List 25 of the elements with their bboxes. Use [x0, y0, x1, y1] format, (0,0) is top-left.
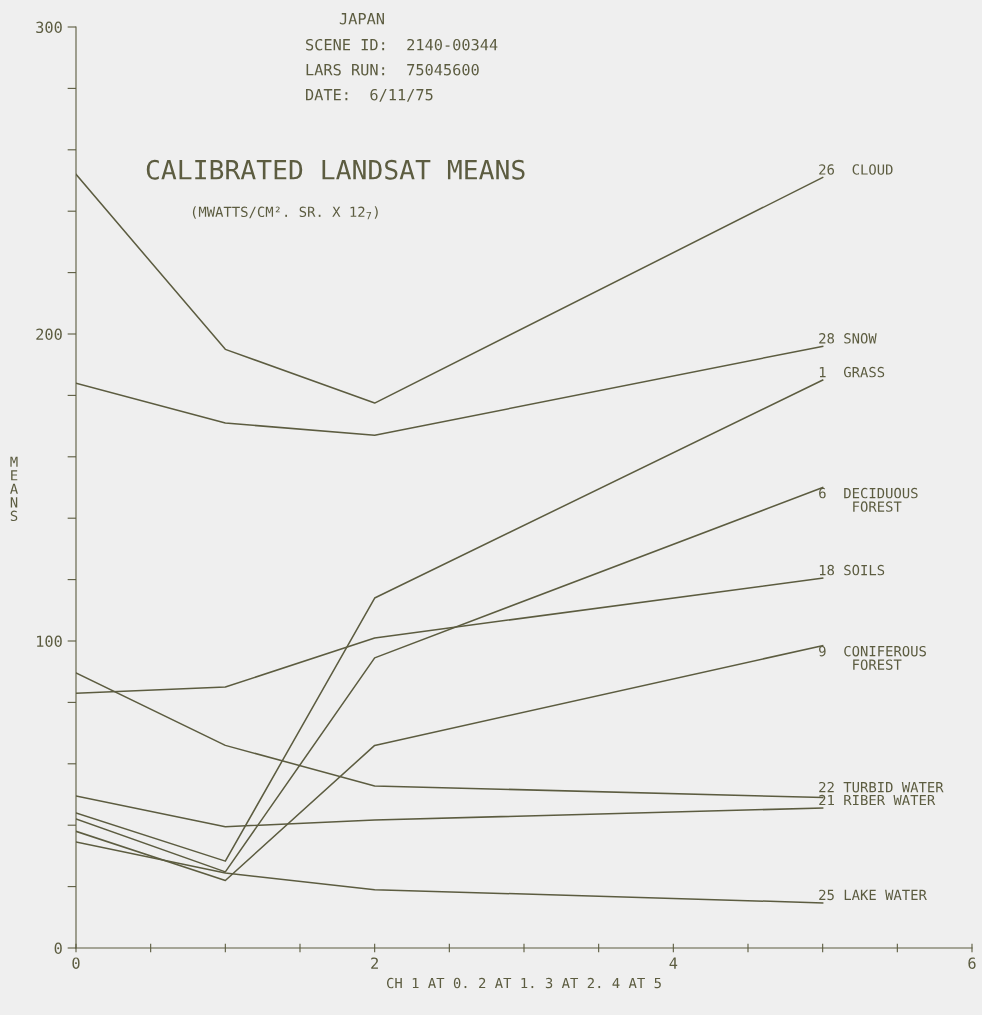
series-label: 18 SOILS [819, 564, 885, 576]
series-label: 9 CONIFEROUS FOREST [819, 645, 926, 670]
annotation: LARS RUN: 75045600 [306, 63, 479, 76]
y-tick-label: 300 [36, 21, 62, 34]
x-tick-label: 0 [72, 957, 80, 969]
y-tick-label: 0 [54, 942, 62, 955]
x-tick-label: 6 [968, 957, 976, 969]
series-label: 25 LAKE WATER [819, 889, 927, 901]
series-label: 22 TURBID WATER [819, 781, 944, 793]
series-label: 6 DECIDUOUS FOREST [819, 487, 918, 512]
x-tick-label: 2 [371, 957, 378, 969]
text: CALIBRATED LANDSAT MEANS [146, 159, 525, 180]
y-axis-title: MEANS [10, 456, 18, 522]
x-tick-label: 4 [669, 957, 678, 969]
annotation: DATE: 6/11/75 [306, 88, 433, 102]
x-axis-title: CH 1 AT 0. 2 AT 1. 3 AT 2. 4 AT 5 [386, 977, 661, 989]
series-label: 28 SNOW [819, 333, 877, 344]
text: (MWATTS/CM². SR. X 12$_{7}$) [192, 206, 378, 220]
text: JAPAN [339, 13, 384, 25]
annotation: SCENE ID: 2140-00344 [306, 38, 498, 51]
y-tick-label: 100 [37, 635, 62, 648]
series-label: 26 CLOUD [819, 164, 893, 175]
series-label: 21 RIBER WATER [819, 794, 936, 806]
series-label: 1 GRASS [819, 366, 885, 378]
y-tick-label: 200 [36, 328, 62, 341]
